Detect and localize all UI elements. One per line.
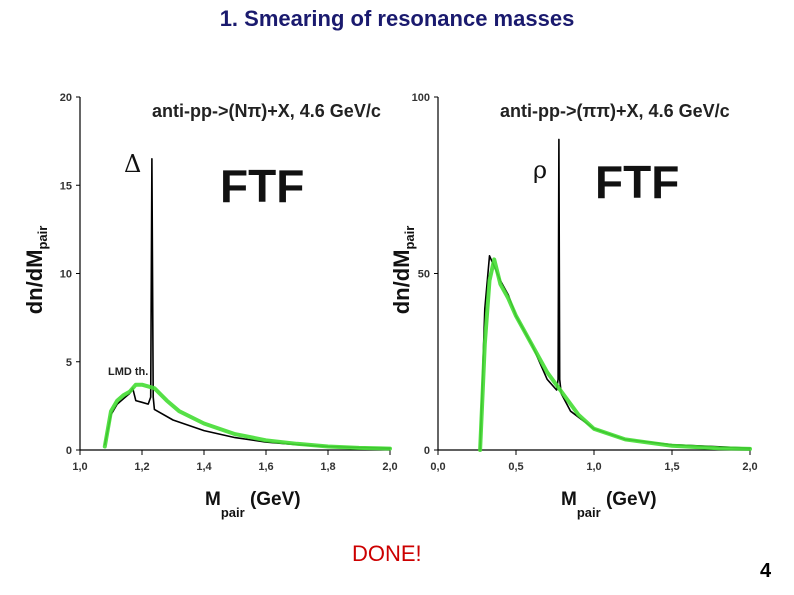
x-tick-label: 0,0 <box>430 461 445 473</box>
y-tick-label: 15 <box>60 180 72 192</box>
x-axis-label: Mpair (GeV) <box>205 489 301 520</box>
resonance-label: Δ <box>124 150 141 178</box>
threshold-label: LMD th. <box>108 366 148 378</box>
model-label: FTF <box>220 160 304 212</box>
y-axis-label-main: dn/dM <box>22 250 47 315</box>
page-number: 4 <box>760 560 772 582</box>
x-tick-label: 0,5 <box>508 461 523 473</box>
model-label: FTF <box>595 156 679 208</box>
y-tick-label: 0 <box>424 445 430 457</box>
x-axis-label-sub: pair <box>221 505 245 520</box>
x-tick-label: 1,4 <box>196 461 212 473</box>
y-axis-label: dn/dMpair <box>389 226 417 315</box>
slide-title: 1. Smearing of resonance masses <box>219 6 575 31</box>
x-axis-label: Mpair (GeV) <box>561 489 657 520</box>
y-axis-label-sub: pair <box>402 226 417 250</box>
chart-title: anti-pp->(Nπ)+X, 4.6 GeV/c <box>152 101 381 121</box>
x-tick-label: 2,0 <box>382 461 397 473</box>
x-axis-label-main: M <box>205 489 221 510</box>
x-axis-label-unit: (GeV) <box>245 489 301 510</box>
y-tick-label: 5 <box>66 357 72 369</box>
x-axis-label-sub: pair <box>577 505 601 520</box>
resonance-label: ρ <box>533 156 547 184</box>
y-tick-label: 0 <box>66 445 72 457</box>
chart-left: 0 5 10 15 20 1,0 1,2 1,4 1,6 1,8 2,0 anti-pp->(Nπ)+… <box>22 92 398 520</box>
x-tick-label: 1,8 <box>320 461 335 473</box>
series-line-smeared <box>478 257 752 452</box>
done-label: DONE! <box>352 541 422 566</box>
y-tick-label: 50 <box>418 269 430 281</box>
y-tick-label: 20 <box>60 92 72 104</box>
x-tick-label: 1,0 <box>586 461 601 473</box>
x-axis-label-main: M <box>561 489 577 510</box>
x-tick-label: 1,6 <box>258 461 273 473</box>
x-tick-label: 1,5 <box>664 461 679 473</box>
chart-title: anti-pp->(ππ)+X, 4.6 GeV/c <box>500 101 730 121</box>
y-tick-label: 100 <box>412 92 430 104</box>
y-axis-label-main: dn/dM <box>389 250 414 315</box>
x-tick-label: 1,2 <box>134 461 149 473</box>
series-line-smeared <box>102 382 392 451</box>
x-axis-label-unit: (GeV) <box>601 489 657 510</box>
y-axis-label-sub: pair <box>35 226 50 250</box>
chart-right: 0 50 100 0,0 0,5 1,0 1,5 2,0 anti-pp->(ππ)+X, 4.… <box>389 92 758 520</box>
x-tick-label: 2,0 <box>742 461 757 473</box>
y-tick-label: 10 <box>60 269 72 281</box>
y-axis-label: dn/dMpair <box>22 226 50 315</box>
x-tick-label: 1,0 <box>72 461 87 473</box>
